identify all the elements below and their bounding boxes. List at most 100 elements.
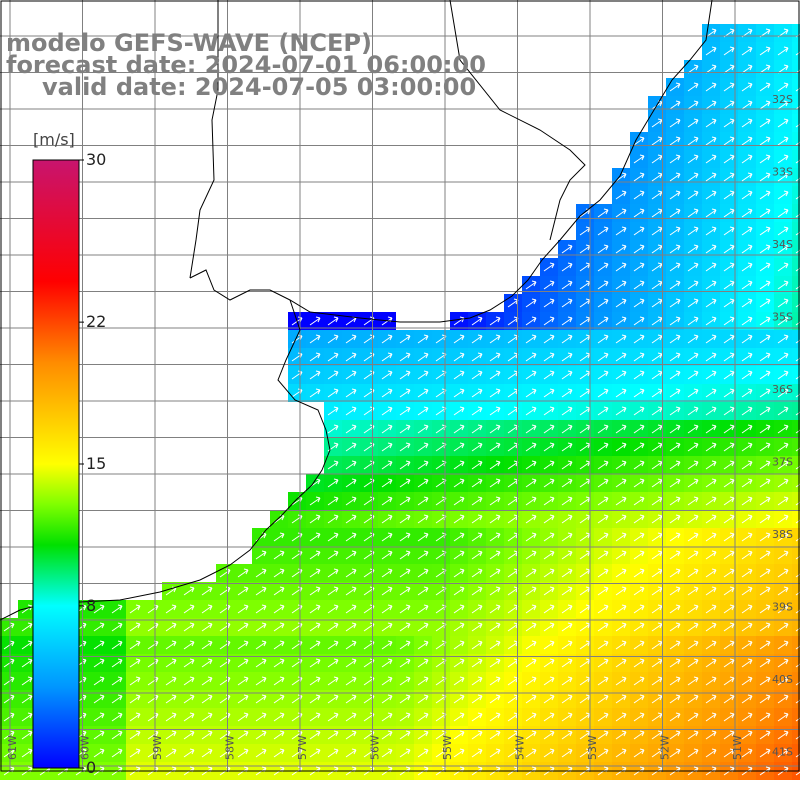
wind-arrow <box>453 478 465 488</box>
wind-arrow <box>417 712 429 722</box>
wind-arrow <box>327 730 339 740</box>
wind-speed-field <box>0 24 800 780</box>
wind-arrow <box>723 460 735 470</box>
wind-arrow <box>777 118 789 128</box>
latitude-label: 36S <box>772 383 793 396</box>
wind-arrow <box>651 118 663 128</box>
wind-arrow <box>345 712 357 722</box>
wind-arrow <box>705 118 717 128</box>
wind-arrow <box>759 532 771 542</box>
wind-arrow <box>651 532 663 542</box>
wind-arrow <box>471 532 483 542</box>
wind-arrow <box>453 352 465 362</box>
wind-arrow <box>687 694 699 704</box>
wind-arrow <box>345 424 357 434</box>
wind-arrow <box>777 496 789 506</box>
wind-arrow <box>687 712 699 722</box>
wind-arrow <box>345 460 357 470</box>
longitude-label: 60W <box>79 735 92 760</box>
wind-arrow <box>615 676 627 686</box>
wind-arrow <box>759 694 771 704</box>
wind-arrow <box>111 622 123 632</box>
wind-arrow <box>327 550 339 560</box>
wind-arrow <box>201 658 213 668</box>
wind-arrow <box>777 172 789 182</box>
wind-arrow <box>633 514 645 524</box>
wind-arrow <box>417 622 429 632</box>
wind-arrow <box>705 100 717 110</box>
wind-arrow <box>795 537 800 542</box>
wind-arrow <box>723 514 735 524</box>
latitude-label: 38S <box>772 528 793 541</box>
wind-arrow <box>237 730 249 740</box>
wind-arrow <box>723 64 735 74</box>
wind-arrow <box>651 694 663 704</box>
wind-arrow <box>597 352 609 362</box>
wind-arrow <box>345 658 357 668</box>
wind-arrow <box>651 388 663 398</box>
wind-arrow <box>651 730 663 740</box>
wind-arrow <box>741 694 753 704</box>
wind-arrow <box>561 676 573 686</box>
wind-arrow <box>525 334 537 344</box>
wind-arrow <box>741 712 753 722</box>
wind-arrow <box>255 748 267 758</box>
wind-arrow <box>759 442 771 452</box>
wind-arrow <box>273 712 285 722</box>
wind-arrow <box>471 640 483 650</box>
wind-arrow <box>345 640 357 650</box>
wind-arrow <box>471 514 483 524</box>
wind-arrow <box>795 69 800 74</box>
wind-arrow <box>525 460 537 470</box>
wind-arrow <box>237 568 249 578</box>
wind-arrow <box>777 46 789 56</box>
wind-arrow <box>669 460 681 470</box>
wind-arrow <box>723 478 735 488</box>
wind-arrow <box>669 424 681 434</box>
wind-arrow <box>759 262 771 272</box>
wind-arrow <box>741 100 753 110</box>
wind-arrow <box>759 64 771 74</box>
wind-arrow <box>417 478 429 488</box>
wind-arrow <box>489 442 501 452</box>
wind-arrow <box>741 748 753 758</box>
wind-arrow <box>777 478 789 488</box>
title-forecast-date: forecast date: 2024-07-01 06:00:00 <box>6 51 486 79</box>
wind-arrow <box>21 694 33 704</box>
wind-arrow <box>273 676 285 686</box>
wind-arrow <box>525 514 537 524</box>
wind-arrow <box>777 244 789 254</box>
wind-arrow <box>309 586 321 596</box>
wind-arrow <box>723 658 735 668</box>
wind-arrow <box>741 550 753 560</box>
wind-arrow <box>669 208 681 218</box>
wind-arrow <box>615 424 627 434</box>
wind-arrow <box>489 496 501 506</box>
wind-arrow <box>741 64 753 74</box>
wind-arrow <box>669 478 681 488</box>
wind-arrow <box>633 658 645 668</box>
wind-arrow <box>543 694 555 704</box>
wind-speed-cell <box>792 600 800 618</box>
wind-arrow <box>669 352 681 362</box>
coastline-path <box>189 0 219 279</box>
colorbar <box>32 159 80 769</box>
wind-arrow <box>723 208 735 218</box>
wind-arrow <box>327 532 339 542</box>
wind-arrow <box>795 249 800 254</box>
wind-arrow <box>417 406 429 416</box>
wind-arrow <box>597 532 609 542</box>
wind-arrow <box>759 586 771 596</box>
wind-arrow <box>525 658 537 668</box>
wind-arrow <box>525 478 537 488</box>
wind-arrow <box>741 244 753 254</box>
wind-arrow <box>777 208 789 218</box>
wind-arrow <box>453 514 465 524</box>
wind-arrow <box>633 226 645 236</box>
wind-arrow <box>759 190 771 200</box>
wind-arrow <box>129 604 141 614</box>
wind-arrow <box>633 370 645 380</box>
colorbar-tick-label: 8 <box>86 595 97 615</box>
wind-arrow <box>615 622 627 632</box>
wind-arrow <box>561 244 573 254</box>
